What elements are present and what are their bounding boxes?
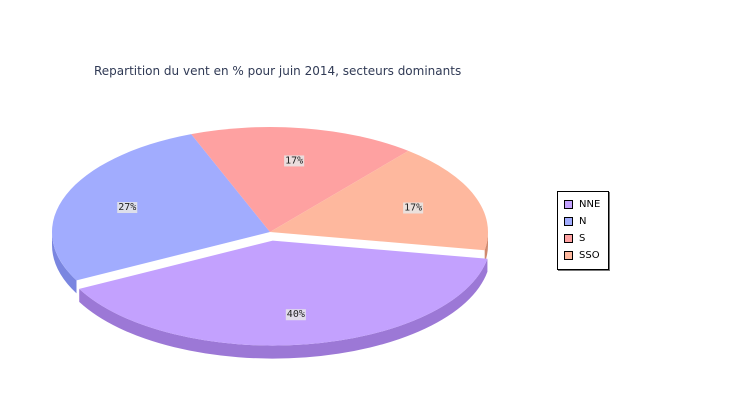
data-label-s: 17% — [285, 155, 303, 166]
chart-title: Repartition du vent en % pour juin 2014,… — [94, 64, 462, 78]
legend-swatch-nne — [564, 200, 573, 209]
data-label-n: 27% — [118, 202, 136, 213]
legend-item-nne: NNE — [564, 196, 608, 213]
slice-sso — [270, 150, 488, 251]
data-label-bg-n — [117, 202, 138, 214]
data-label-bg-s — [284, 155, 305, 167]
slice-s — [191, 127, 409, 232]
slice-n — [51, 134, 270, 281]
legend-label-n: N — [579, 216, 587, 227]
slice-side-sso — [484, 232, 488, 264]
legend-label-s: S — [579, 233, 586, 244]
data-label-sso: 17% — [404, 203, 422, 214]
legend-item-sso: SSO — [564, 247, 608, 264]
legend: NNE N S SSO — [557, 191, 609, 270]
data-label-bg-sso — [403, 202, 424, 214]
data-label-nne: 40% — [287, 309, 305, 320]
slice-nne — [79, 240, 488, 346]
slice-side-n — [52, 232, 77, 294]
legend-label-nne: NNE — [579, 199, 601, 210]
legend-label-sso: SSO — [579, 250, 600, 261]
legend-item-s: S — [564, 230, 608, 247]
slice-side-nne — [79, 258, 488, 359]
legend-swatch-sso — [564, 251, 573, 260]
legend-swatch-n — [564, 217, 573, 226]
legend-swatch-s — [564, 234, 573, 243]
legend-item-n: N — [564, 213, 608, 230]
data-label-bg-nne — [285, 309, 306, 321]
